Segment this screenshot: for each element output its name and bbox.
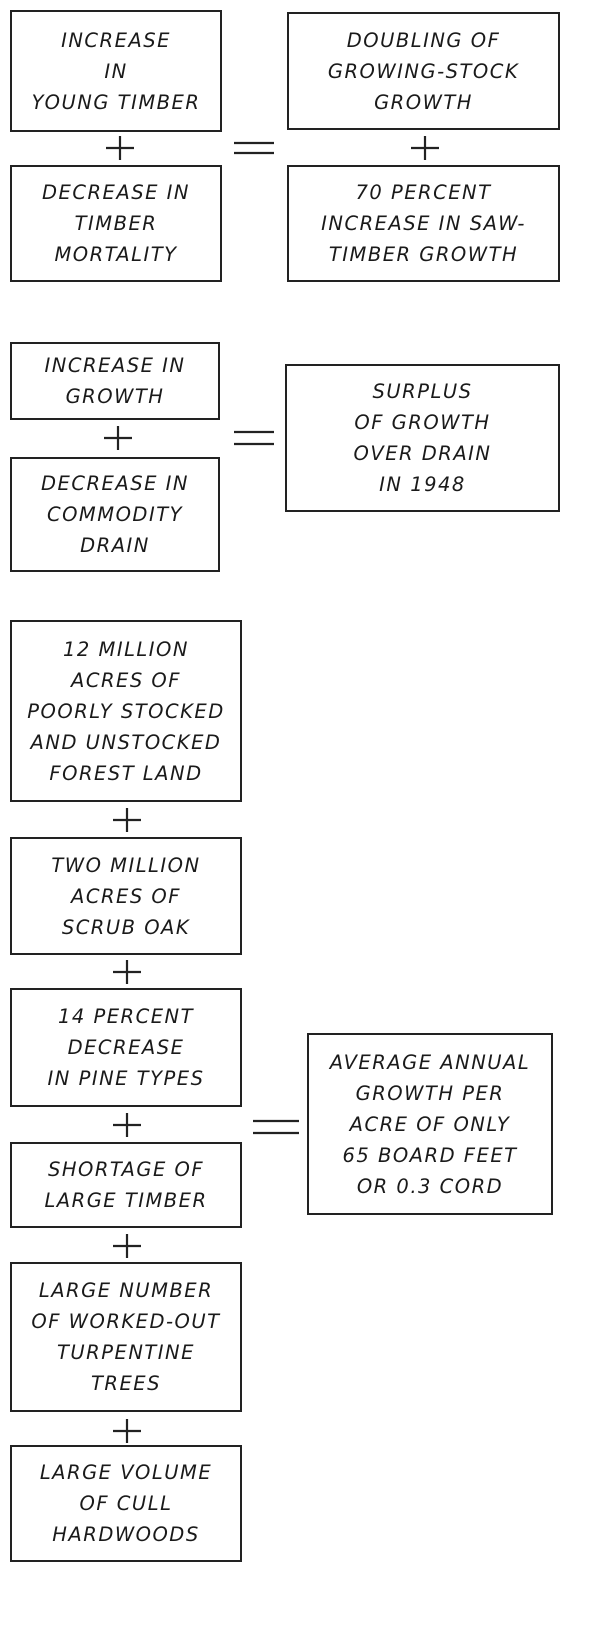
box: LARGE VOLUME OF CULL HARDWOODS bbox=[10, 1445, 242, 1562]
box: SURPLUS OF GROWTH OVER DRAIN IN 1948 bbox=[285, 364, 560, 512]
box: DECREASE IN TIMBER MORTALITY bbox=[10, 165, 222, 282]
box-text: GROWING-STOCK bbox=[327, 59, 520, 83]
box-text: OR 0.3 CORD bbox=[356, 1174, 504, 1198]
box: AVERAGE ANNUAL GROWTH PER ACRE OF ONLY 65 B… bbox=[307, 1033, 553, 1215]
box: 70 PERCENT INCREASE IN SAW- TIMBER GROWTH bbox=[287, 165, 560, 282]
box-text: DECREASE IN bbox=[42, 181, 190, 204]
box-text: IN bbox=[104, 59, 128, 83]
box-text: LARGE TIMBER bbox=[44, 1189, 208, 1212]
box-text: SHORTAGE OF bbox=[47, 1158, 205, 1181]
box-text: FOREST LAND bbox=[49, 761, 203, 785]
box-text: TWO MILLION bbox=[51, 853, 201, 877]
box-text: DECREASE bbox=[67, 1036, 185, 1059]
box-text: OF CULL bbox=[79, 1492, 173, 1515]
box-text: OVER DRAIN bbox=[353, 442, 492, 465]
box: TWO MILLION ACRES OF SCRUB OAK bbox=[10, 837, 242, 955]
box-text: DRAIN bbox=[80, 534, 150, 557]
plus-sign bbox=[113, 960, 141, 984]
box-text: INCREASE IN SAW- bbox=[321, 212, 526, 235]
plus-sign bbox=[113, 1419, 141, 1443]
box-text: GROWTH PER bbox=[355, 1081, 505, 1105]
box-text: HARDWOODS bbox=[52, 1523, 200, 1546]
box-text: TURPENTINE bbox=[57, 1341, 195, 1364]
box-text: TIMBER bbox=[74, 212, 158, 235]
box-text: SCRUB OAK bbox=[61, 915, 191, 939]
box-text: SURPLUS bbox=[372, 380, 473, 403]
box-text: ACRES OF bbox=[71, 884, 181, 908]
box: DOUBLING OF GROWING-STOCK GROWTH bbox=[287, 12, 560, 130]
box-text: DOUBLING OF bbox=[346, 28, 501, 52]
box-text: INCREASE bbox=[61, 28, 171, 52]
box-text: INCREASE IN bbox=[44, 354, 186, 377]
box-text: AVERAGE ANNUAL bbox=[329, 1050, 531, 1074]
box-text: 12 MILLION bbox=[62, 637, 189, 661]
box-text: AND UNSTOCKED bbox=[30, 730, 222, 754]
box: 14 PERCENT DECREASE IN PINE TYPES bbox=[10, 988, 242, 1107]
plus-sign bbox=[113, 1113, 141, 1137]
box-text: GROWTH bbox=[65, 385, 165, 408]
box-text: 70 PERCENT bbox=[355, 181, 492, 204]
plus-sign bbox=[113, 808, 141, 832]
plus-sign bbox=[411, 136, 439, 160]
box: 12 MILLION ACRES OF POORLY STOCKED AND UNST… bbox=[10, 620, 242, 802]
box: INCREASE IN YOUNG TIMBER bbox=[10, 10, 222, 132]
box-text: ACRE OF ONLY bbox=[349, 1112, 511, 1136]
equals-sign bbox=[253, 1119, 299, 1135]
box-text: IN PINE TYPES bbox=[47, 1067, 205, 1090]
box-text: OF GROWTH bbox=[354, 411, 491, 434]
box-text: MORTALITY bbox=[54, 243, 178, 266]
box-text: ACRES OF bbox=[71, 668, 181, 692]
box-text: POORLY STOCKED bbox=[27, 699, 225, 723]
box-text: OF WORKED-OUT bbox=[31, 1310, 221, 1333]
box-text: LARGE NUMBER bbox=[38, 1279, 214, 1302]
box-text: DECREASE IN bbox=[41, 472, 189, 495]
box: INCREASE IN GROWTH bbox=[10, 342, 220, 420]
box-text: COMMODITY bbox=[46, 503, 184, 526]
box-text: TIMBER GROWTH bbox=[328, 243, 519, 266]
box-text: LARGE VOLUME bbox=[39, 1461, 213, 1484]
equals-sign bbox=[234, 430, 274, 446]
box-text: YOUNG TIMBER bbox=[31, 90, 201, 114]
equals-sign bbox=[234, 141, 274, 155]
plus-sign bbox=[113, 1234, 141, 1258]
box-text: TREES bbox=[91, 1372, 161, 1395]
box-text: GROWTH bbox=[374, 90, 473, 114]
plus-sign bbox=[106, 136, 134, 160]
box-text: IN 1948 bbox=[379, 473, 466, 496]
box: LARGE NUMBER OF WORKED-OUT TURPENTINE TREES bbox=[10, 1262, 242, 1412]
box-text: 14 PERCENT bbox=[57, 1005, 195, 1028]
box-text: 65 BOARD FEET bbox=[342, 1143, 518, 1167]
box: DECREASE IN COMMODITY DRAIN bbox=[10, 457, 220, 572]
plus-sign bbox=[104, 426, 132, 450]
box: SHORTAGE OF LARGE TIMBER bbox=[10, 1142, 242, 1228]
